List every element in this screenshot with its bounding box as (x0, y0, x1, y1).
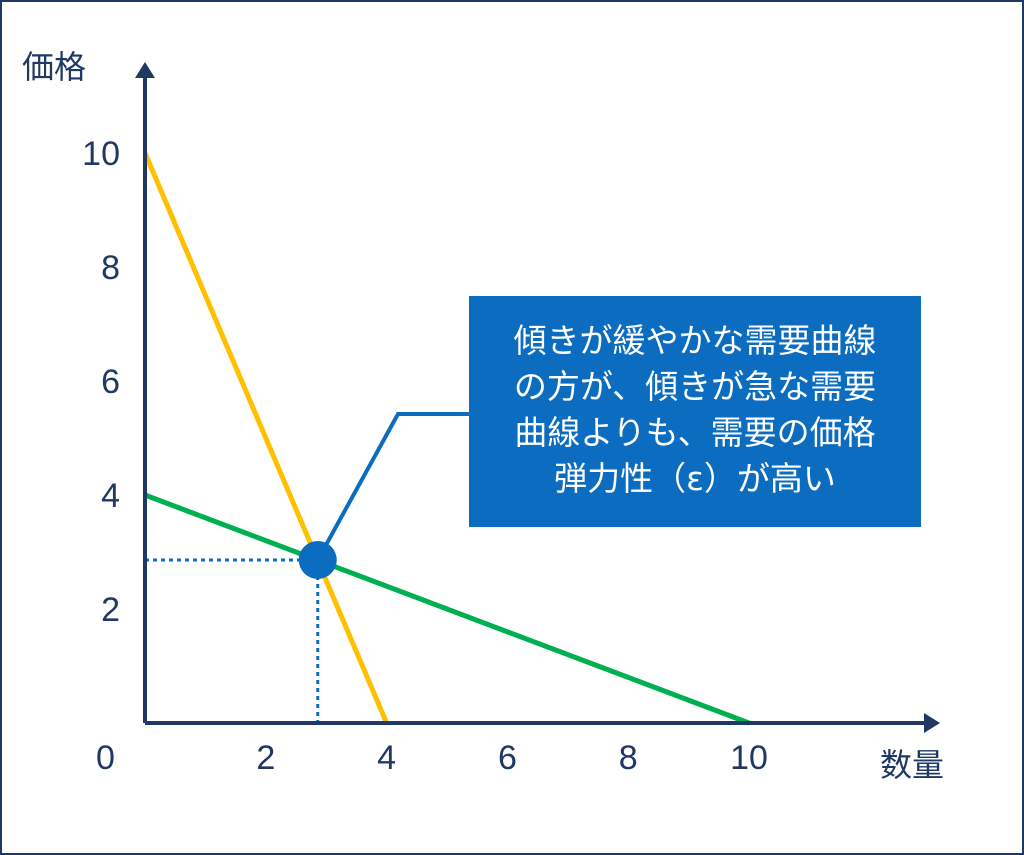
callout-leader-layer (315, 412, 471, 561)
demand-curve-line (144, 492, 750, 726)
x-axis-arrow (924, 713, 940, 733)
x-tick-label: 8 (619, 739, 638, 777)
x-axis-label: 数量 (880, 747, 944, 783)
y-tick-label: 10 (82, 135, 120, 173)
demand-curve-line (142, 152, 389, 724)
intersection-guides (145, 558, 320, 723)
x-tick-label: 10 (730, 739, 768, 777)
x-tick-label: 6 (498, 739, 517, 777)
y-tick-label: 6 (101, 363, 120, 401)
series-layer (142, 152, 750, 726)
annotation-callout: 傾きが緩やかな需要曲線 の方が、傾きが急な需要 曲線よりも、需要の価格 弾力性（… (469, 296, 921, 527)
y-axis-arrow (135, 62, 155, 78)
y-tick-label: 2 (101, 591, 120, 629)
x-tick-label: 2 (256, 739, 275, 777)
tick-labels: 2 4 6 8 10 2 4 6 8 10 (82, 135, 768, 777)
origin-label: 0 (96, 739, 115, 777)
y-tick-label: 8 (101, 249, 120, 287)
x-tick-label: 4 (377, 739, 396, 777)
y-axis-label: 価格 (22, 49, 86, 85)
axes (135, 62, 940, 733)
callout-leader-line (315, 412, 471, 561)
y-tick-label: 4 (101, 477, 120, 515)
